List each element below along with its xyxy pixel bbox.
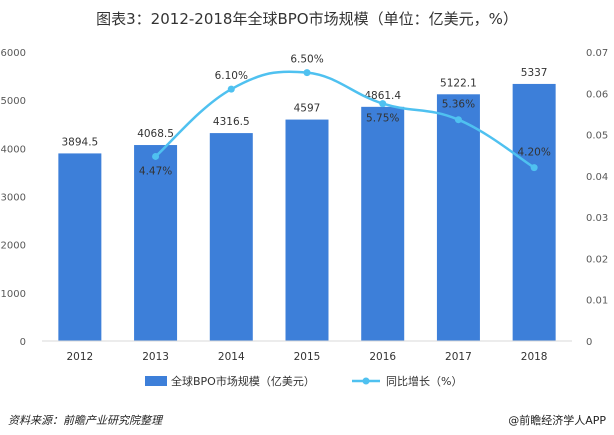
- brand-credit: @前瞻经济学人APP: [508, 413, 606, 427]
- legend-line-label: 同比增长（%）: [386, 374, 462, 388]
- bar-2012: [58, 153, 102, 341]
- line-point-2015: [303, 69, 311, 77]
- line-point-2018: [530, 164, 538, 172]
- line-data-labels: 4.47% 6.10% 6.50% 5.75% 5.36% 4.20%: [139, 54, 551, 178]
- x-tick-2012: 2012: [66, 351, 93, 363]
- bar-label-2016: 4861.4: [364, 90, 401, 102]
- right-axis-tick: 0.06: [586, 89, 608, 100]
- legend: 全球BPO市场规模（亿美元） 同比增长（%）: [145, 374, 462, 388]
- legend-bar-label: 全球BPO市场规模（亿美元）: [171, 374, 315, 388]
- right-axis-tick: 0.01: [586, 296, 608, 307]
- bar-2015: [285, 119, 329, 341]
- right-axis-tick: 0.07: [586, 48, 608, 59]
- line-label-2014: 6.10%: [215, 70, 248, 82]
- bar-label-2014: 4316.5: [213, 116, 250, 128]
- bar-2016: [361, 106, 405, 342]
- right-axis-tick: 0.03: [586, 213, 608, 224]
- line-label-2015: 6.50%: [290, 54, 323, 66]
- line-label-2013: 4.47%: [139, 165, 172, 177]
- x-axis: 2012 2013 2014 2015 2016 2017 2018: [66, 351, 547, 363]
- bar-2018: [512, 83, 556, 341]
- x-tick-2016: 2016: [369, 351, 396, 363]
- source-note: 资料来源：前瞻产业研究院整理: [8, 414, 164, 427]
- bar-label-2013: 4068.5: [137, 128, 174, 140]
- left-axis-tick: 0: [20, 337, 26, 348]
- bar-label-2018: 5337: [521, 67, 548, 79]
- bar-label-2012: 3894.5: [61, 136, 98, 148]
- left-axis-tick: 1000: [1, 289, 26, 300]
- line-point-2013: [152, 152, 160, 160]
- growth-line: [154, 70, 535, 169]
- right-axis-tick: 0.05: [586, 131, 608, 142]
- x-tick-2018: 2018: [521, 351, 548, 363]
- left-axis-tick: 3000: [1, 193, 26, 204]
- line-point-2014: [227, 85, 235, 93]
- bar-2013: [134, 145, 178, 341]
- bar-series: [58, 83, 556, 342]
- x-tick-2017: 2017: [445, 351, 472, 363]
- right-axis: 0 0.01 0.02 0.03 0.04 0.05 0.06 0.07: [586, 48, 608, 348]
- bar-2014: [209, 133, 253, 341]
- line-label-2017: 5.36%: [442, 99, 475, 111]
- x-tick-2014: 2014: [218, 351, 245, 363]
- line-point-2017: [454, 116, 462, 124]
- bar-data-labels: 3894.5 4068.5 4316.5 4597 4861.4 5122.1 5337: [61, 67, 547, 148]
- right-axis-tick: 0.02: [586, 254, 608, 265]
- legend-line-marker: [362, 377, 370, 385]
- bar-label-2015: 4597: [294, 103, 321, 115]
- legend-bar-swatch: [145, 376, 167, 386]
- right-axis-tick: 0: [586, 337, 592, 348]
- line-series: [152, 69, 538, 172]
- left-axis-tick: 6000: [1, 48, 26, 59]
- bar-label-2017: 5122.1: [440, 77, 477, 89]
- right-axis-tick: 0.04: [586, 172, 608, 183]
- line-label-2016: 5.75%: [366, 113, 399, 125]
- bar-2017: [436, 94, 480, 341]
- chart-title: 图表3：2012-2018年全球BPO市场规模（单位：亿美元，%）: [96, 10, 518, 28]
- left-axis-tick: 5000: [1, 96, 26, 107]
- left-axis-tick: 2000: [1, 241, 26, 252]
- left-axis-tick: 4000: [1, 144, 26, 155]
- x-tick-2013: 2013: [142, 351, 169, 363]
- left-axis: 0 1000 2000 3000 4000 5000 6000: [1, 48, 26, 348]
- line-label-2018: 4.20%: [517, 147, 550, 159]
- line-point-2016: [379, 100, 387, 108]
- x-tick-2015: 2015: [294, 351, 321, 363]
